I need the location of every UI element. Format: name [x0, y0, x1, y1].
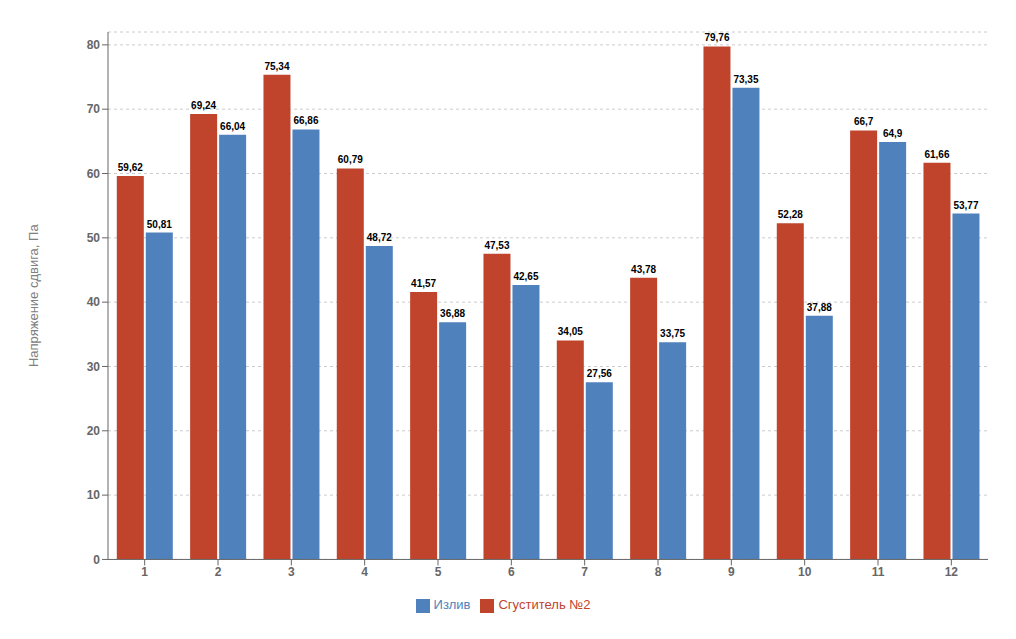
svg-text:50,81: 50,81: [147, 219, 172, 230]
svg-text:69,24: 69,24: [191, 100, 216, 111]
svg-text:10: 10: [798, 565, 812, 579]
svg-text:30: 30: [87, 360, 101, 374]
svg-text:6: 6: [508, 565, 515, 579]
svg-text:64,9: 64,9: [883, 128, 903, 139]
svg-text:40: 40: [87, 295, 101, 309]
svg-text:0: 0: [93, 553, 100, 567]
svg-text:12: 12: [945, 565, 959, 579]
svg-text:1: 1: [141, 565, 148, 579]
svg-text:42,65: 42,65: [513, 271, 538, 282]
svg-text:66,04: 66,04: [220, 121, 245, 132]
svg-text:33,75: 33,75: [660, 328, 685, 339]
svg-text:60: 60: [87, 167, 101, 181]
svg-text:53,77: 53,77: [953, 200, 978, 211]
svg-text:27,56: 27,56: [587, 368, 612, 379]
svg-text:20: 20: [87, 424, 101, 438]
svg-text:75,34: 75,34: [264, 61, 289, 72]
svg-text:66,7: 66,7: [854, 116, 874, 127]
svg-text:34,05: 34,05: [558, 326, 583, 337]
svg-text:61,66: 61,66: [924, 149, 949, 160]
html-text:Излив: Излив: [433, 597, 471, 613]
svg-text:73,35: 73,35: [733, 74, 758, 85]
svg-text:48,72: 48,72: [367, 232, 392, 243]
svg-text:8: 8: [655, 565, 662, 579]
svg-text:5: 5: [435, 565, 442, 579]
svg-text:59,62: 59,62: [118, 162, 143, 173]
svg-text:9: 9: [728, 565, 735, 579]
svg-text:3: 3: [288, 565, 295, 579]
svg-text:11: 11: [872, 565, 885, 579]
svg-text:2: 2: [215, 565, 222, 579]
svg-text:36,88: 36,88: [440, 308, 465, 319]
svg-text:43,78: 43,78: [631, 264, 656, 275]
svg-text:60,79: 60,79: [338, 154, 363, 165]
svg-text:80: 80: [87, 38, 101, 52]
svg-text:47,53: 47,53: [484, 240, 509, 251]
svg-text:52,28: 52,28: [778, 209, 803, 220]
svg-text:70: 70: [87, 102, 101, 116]
svg-text:66,86: 66,86: [293, 115, 318, 126]
svg-text:7: 7: [581, 565, 588, 579]
svg-text:10: 10: [87, 488, 101, 502]
svg-text:4: 4: [361, 565, 368, 579]
svg-text:37,88: 37,88: [807, 302, 832, 313]
svg-text:79,76: 79,76: [704, 32, 729, 43]
html-text:Сгуститель №2: Сгуститель №2: [498, 597, 591, 613]
svg-text:50: 50: [87, 231, 101, 245]
svg-text:Напряжение сдвига, Па: Напряжение сдвига, Па: [26, 224, 41, 367]
svg-text:41,57: 41,57: [411, 278, 436, 289]
